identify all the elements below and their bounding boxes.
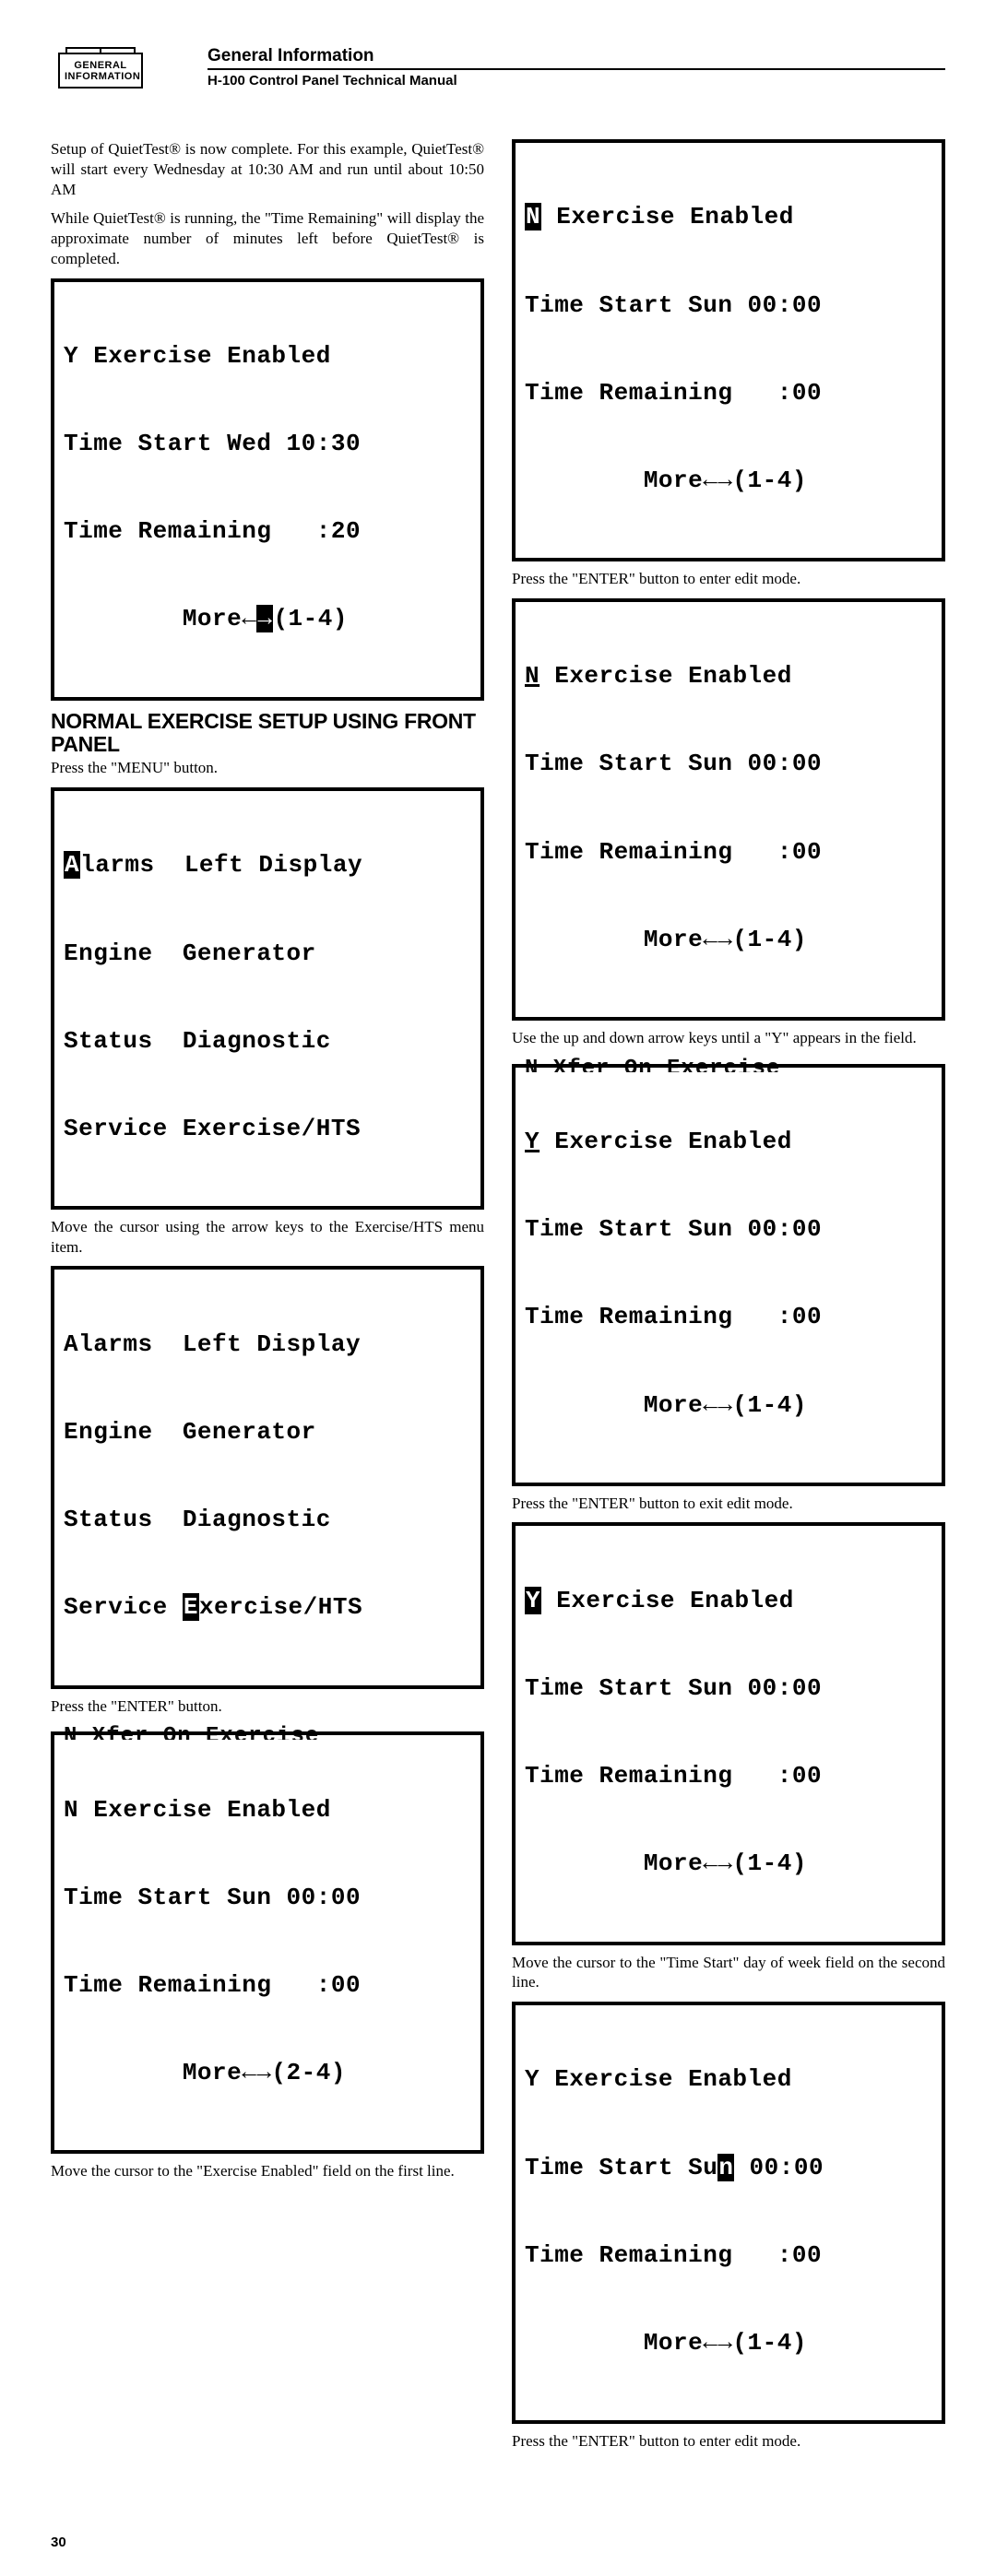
lcd3-l4-inv: E [183, 1593, 199, 1621]
lcd2-l4: Service Exercise/HTS [64, 1115, 471, 1144]
lcd8-l1-rest: Exercise Enabled [541, 1587, 794, 1614]
para-move-cursor-exercise: Move the cursor using the arrow keys to … [51, 1217, 484, 1258]
lcd9-l3: Time Remaining :00 [525, 2241, 932, 2271]
lcd1-l3: Time Remaining :20 [64, 517, 471, 547]
header-title-1: General Information [208, 46, 945, 66]
lcd7-l1-rest: Exercise Enabled [540, 1128, 792, 1155]
lcd8-l1: Y Exercise Enabled [525, 1587, 932, 1616]
lcd6-l1-under: N [525, 662, 540, 690]
lcd6-l1-rest: Exercise Enabled [540, 662, 792, 690]
lcd4-peek: N Xfer On Exercise [51, 1725, 484, 1740]
lcd7-l1: Y Exercise Enabled [525, 1128, 932, 1157]
lcd1-l4: More←→(1-4) [64, 605, 471, 634]
lcd-screen-8: Y Exercise Enabled Time Start Sun 00:00 … [512, 1522, 945, 1944]
header-titles: General Information H-100 Control Panel … [208, 46, 945, 89]
lcd5-l1-rest: Exercise Enabled [541, 203, 794, 230]
lcd9-l1: Y Exercise Enabled [525, 2065, 932, 2095]
lcd1-l4-post: (1-4) [273, 605, 348, 632]
para-time-remaining-desc: While QuietTest® is running, the "Time R… [51, 208, 484, 268]
lcd3-l1: Alarms Left Display [64, 1330, 471, 1360]
para-press-enter-edit-2: Press the "ENTER" button to enter edit m… [512, 2431, 945, 2452]
lcd7-peek: N Xfer On Exercise [512, 1058, 945, 1072]
lcd7-l3: Time Remaining :00 [525, 1303, 932, 1332]
lcd6-l1: N Exercise Enabled [525, 662, 932, 691]
lcd8-l1-inv: Y [525, 1587, 541, 1614]
lcd4-l2: Time Start Sun 00:00 [64, 1884, 471, 1913]
tab-line2: INFORMATION [65, 71, 136, 82]
lcd5-l1: N Exercise Enabled [525, 203, 932, 232]
lcd7-l1-under: Y [525, 1128, 540, 1155]
lcd9-l4: More←→(1-4) [525, 2329, 932, 2358]
para-press-enter-1: Press the "ENTER" button. [51, 1696, 484, 1717]
lcd4-l1: N Exercise Enabled [64, 1796, 471, 1826]
lcd5-l2: Time Start Sun 00:00 [525, 291, 932, 321]
lcd-screen-9: Y Exercise Enabled Time Start Sun 00:00 … [512, 2002, 945, 2424]
lcd8-l3: Time Remaining :00 [525, 1762, 932, 1791]
para-press-menu: Press the "MENU" button. [51, 758, 484, 778]
lcd9-l2-post: 00:00 [734, 2154, 824, 2181]
lcd3-l4-pre: Service [64, 1593, 183, 1621]
lcd-screen-7: Y Exercise Enabled Time Start Sun 00:00 … [512, 1064, 945, 1486]
lcd4-l4: More←→(2-4) [64, 2059, 471, 2088]
lcd8-l2: Time Start Sun 00:00 [525, 1674, 932, 1704]
header-title-2: H-100 Control Panel Technical Manual [208, 73, 945, 89]
lcd2-l3: Status Diagnostic [64, 1027, 471, 1057]
lcd-screen-1: Y Exercise Enabled Time Start Wed 10:30 … [51, 278, 484, 701]
lcd6-l4: More←→(1-4) [525, 926, 932, 955]
lcd3-l4: Service Exercise/HTS [64, 1593, 471, 1623]
lcd3-l2: Engine Generator [64, 1418, 471, 1448]
lcd9-l2-inv: n [717, 2154, 734, 2181]
header-rule [208, 68, 945, 70]
para-move-cursor-exercise-enabled: Move the cursor to the "Exercise Enabled… [51, 2161, 484, 2181]
lcd-screen-5: N Exercise Enabled Time Start Sun 00:00 … [512, 139, 945, 561]
para-move-cursor-timestart: Move the cursor to the "Time Start" day … [512, 1953, 945, 1993]
lcd-screen-3: Alarms Left Display Engine Generator Sta… [51, 1266, 484, 1688]
lcd7-l2: Time Start Sun 00:00 [525, 1215, 932, 1245]
lcd3-l3: Status Diagnostic [64, 1506, 471, 1535]
para-press-enter-edit-1: Press the "ENTER" button to enter edit m… [512, 569, 945, 589]
lcd-screen-6: N Exercise Enabled Time Start Sun 00:00 … [512, 598, 945, 1021]
lcd4-l3: Time Remaining :00 [64, 1971, 471, 2001]
page-number: 30 [51, 2535, 945, 2550]
lcd2-l1-inv: A [64, 851, 80, 879]
lcd7-l4: More←→(1-4) [525, 1391, 932, 1421]
lcd1-l4-inv: → [256, 605, 273, 632]
content-columns: Setup of QuietTest® is now complete. For… [51, 139, 945, 2461]
section-tab: GENERAL INFORMATION [58, 53, 143, 89]
para-press-enter-exit: Press the "ENTER" button to exit edit mo… [512, 1494, 945, 1514]
left-column: Setup of QuietTest® is now complete. For… [51, 139, 484, 2461]
heading-normal-exercise: NORMAL EXERCISE SETUP USING FRONT PANEL [51, 710, 484, 757]
lcd1-l2: Time Start Wed 10:30 [64, 430, 471, 459]
lcd3-l4-post: xercise/HTS [199, 1593, 362, 1621]
lcd5-l3: Time Remaining :00 [525, 379, 932, 408]
page-header: GENERAL INFORMATION General Information … [51, 46, 945, 89]
lcd2-l2: Engine Generator [64, 939, 471, 969]
lcd6-l3: Time Remaining :00 [525, 838, 932, 868]
lcd2-l1-rest: larms Left Display [80, 851, 362, 879]
lcd1-l1: Y Exercise Enabled [64, 342, 471, 372]
lcd6-l2: Time Start Sun 00:00 [525, 750, 932, 779]
tab-line1: GENERAL [65, 60, 136, 71]
lcd8-l4: More←→(1-4) [525, 1849, 932, 1879]
lcd5-l1-inv: N [525, 203, 541, 230]
lcd1-l4-pre: More← [64, 605, 256, 632]
para-setup-complete: Setup of QuietTest® is now complete. For… [51, 139, 484, 199]
lcd9-l2: Time Start Sun 00:00 [525, 2154, 932, 2183]
lcd2-l1: Alarms Left Display [64, 851, 471, 880]
lcd-screen-2: Alarms Left Display Engine Generator Sta… [51, 787, 484, 1210]
para-arrow-until-y: Use the up and down arrow keys until a "… [512, 1028, 945, 1048]
lcd9-l2-pre: Time Start Su [525, 2154, 717, 2181]
lcd5-l4: More←→(1-4) [525, 467, 932, 496]
right-column: N Exercise Enabled Time Start Sun 00:00 … [512, 139, 945, 2461]
lcd-screen-4: N Exercise Enabled Time Start Sun 00:00 … [51, 1731, 484, 2154]
